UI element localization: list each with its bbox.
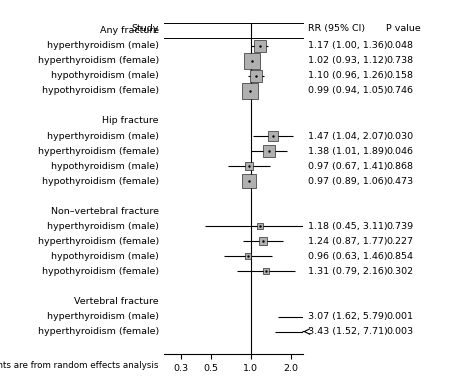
Text: 0.96 (0.63, 1.46): 0.96 (0.63, 1.46) (308, 252, 388, 261)
Text: hyperthyroidism (female): hyperthyroidism (female) (37, 57, 159, 65)
Text: RR (95% CI): RR (95% CI) (308, 24, 365, 33)
Text: 1.18 (0.45, 3.11): 1.18 (0.45, 3.11) (308, 222, 388, 231)
Text: hypothyroidism (female): hypothyroidism (female) (42, 267, 159, 276)
Text: 0.046: 0.046 (386, 147, 413, 156)
Text: 0.227: 0.227 (386, 237, 413, 246)
Text: 0.97 (0.89, 1.06): 0.97 (0.89, 1.06) (308, 176, 388, 186)
Text: Hip fracture: Hip fracture (102, 116, 159, 125)
Text: hypothyroidism (male): hypothyroidism (male) (51, 71, 159, 80)
Text: hyperthyroidism (female): hyperthyroidism (female) (37, 147, 159, 156)
Text: 0.158: 0.158 (386, 71, 413, 80)
Text: 0.473: 0.473 (386, 176, 413, 186)
Text: 1.38 (1.01, 1.89): 1.38 (1.01, 1.89) (308, 147, 388, 156)
Text: 0.854: 0.854 (386, 252, 413, 261)
Text: hypothyroidism (female): hypothyroidism (female) (42, 86, 159, 96)
Text: 0.030: 0.030 (386, 132, 413, 140)
Text: hyperthyroidism (female): hyperthyroidism (female) (37, 237, 159, 246)
Text: 1.17 (1.00, 1.36): 1.17 (1.00, 1.36) (308, 41, 388, 50)
Text: P value: P value (386, 24, 421, 33)
Text: hypothyroidism (female): hypothyroidism (female) (42, 176, 159, 186)
Text: 0.739: 0.739 (386, 222, 413, 231)
Text: 0.868: 0.868 (386, 162, 413, 171)
Text: 3.43 (1.52, 7.71): 3.43 (1.52, 7.71) (308, 327, 388, 336)
Text: 1.31 (0.79, 2.16): 1.31 (0.79, 2.16) (308, 267, 388, 276)
Text: hypothyroidism (male): hypothyroidism (male) (51, 252, 159, 261)
Text: hyperthyroidism (male): hyperthyroidism (male) (47, 132, 159, 140)
Text: Non–vertebral fracture: Non–vertebral fracture (51, 207, 159, 216)
Text: 0.746: 0.746 (386, 86, 413, 96)
Text: hyperthyroidism (male): hyperthyroidism (male) (47, 41, 159, 50)
Text: hyperthyroidism (female): hyperthyroidism (female) (37, 327, 159, 336)
Text: 0.048: 0.048 (386, 41, 413, 50)
Text: hyperthyroidism (male): hyperthyroidism (male) (47, 312, 159, 321)
Text: 0.97 (0.67, 1.41): 0.97 (0.67, 1.41) (308, 162, 388, 171)
Text: Any fracture: Any fracture (100, 26, 159, 35)
Text: 1.24 (0.87, 1.77): 1.24 (0.87, 1.77) (308, 237, 388, 246)
Text: NOTE: Weights are from random effects analysis: NOTE: Weights are from random effects an… (0, 361, 159, 370)
Text: Vertebral fracture: Vertebral fracture (74, 297, 159, 306)
Text: 0.738: 0.738 (386, 57, 413, 65)
Text: 1.47 (1.04, 2.07): 1.47 (1.04, 2.07) (308, 132, 388, 140)
Text: hypothyroidism (male): hypothyroidism (male) (51, 162, 159, 171)
Text: 1.02 (0.93, 1.12): 1.02 (0.93, 1.12) (308, 57, 388, 65)
Text: 1.10 (0.96, 1.26): 1.10 (0.96, 1.26) (308, 71, 388, 80)
Text: 0.302: 0.302 (386, 267, 413, 276)
Text: 0.003: 0.003 (386, 327, 413, 336)
Text: hyperthyroidism (male): hyperthyroidism (male) (47, 222, 159, 231)
Text: 0.99 (0.94, 1.05): 0.99 (0.94, 1.05) (308, 86, 388, 96)
Text: 3.07 (1.62, 5.79): 3.07 (1.62, 5.79) (308, 312, 388, 321)
Text: Study: Study (131, 24, 159, 33)
Text: 0.001: 0.001 (386, 312, 413, 321)
